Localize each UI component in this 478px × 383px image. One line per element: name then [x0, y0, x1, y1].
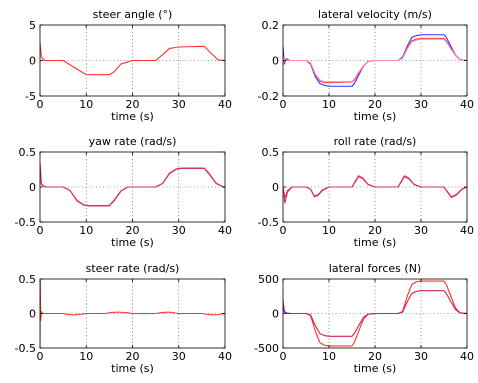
x-axis-label: time (s)	[111, 236, 154, 249]
y-tick-label: 0	[272, 55, 279, 68]
x-tick-label: 30	[414, 98, 428, 111]
y-tick-label: 5	[29, 19, 36, 32]
chart-title: yaw rate (rad/s)	[89, 135, 177, 148]
x-axis-label: time (s)	[111, 110, 154, 123]
x-tick-label: 30	[172, 350, 186, 363]
y-tick-label: -0.5	[258, 216, 279, 229]
x-tick-label: 0	[37, 350, 44, 363]
x-tick-label: 40	[460, 350, 474, 363]
x-axis-label: time (s)	[354, 362, 397, 375]
chart-title: lateral forces (N)	[329, 262, 421, 275]
y-tick-label: -0.5	[15, 216, 36, 229]
plot-area	[40, 162, 225, 207]
x-tick-label: 10	[322, 350, 336, 363]
y-tick-label: 0	[272, 308, 279, 321]
y-tick-label: -0.2	[258, 90, 279, 103]
x-tick-label: 30	[172, 224, 186, 237]
y-tick-label: 0	[29, 55, 36, 68]
y-tick-label: 0.2	[262, 19, 280, 32]
series-line-3	[283, 38, 467, 83]
y-tick-label: 0.5	[19, 273, 37, 286]
x-tick-label: 10	[322, 98, 336, 111]
y-tick-label: 0	[29, 308, 36, 321]
x-tick-label: 40	[218, 98, 232, 111]
x-tick-label: 20	[368, 224, 382, 237]
x-axis-label: time (s)	[111, 362, 154, 375]
series-line-2	[283, 290, 467, 337]
series-line-2	[40, 165, 225, 207]
x-tick-label: 0	[280, 350, 287, 363]
y-tick-label: 0	[272, 181, 279, 194]
chart-title: steer rate (rad/s)	[86, 262, 180, 275]
plot-area	[40, 42, 225, 76]
plot-area	[283, 280, 467, 347]
series-line-2	[283, 175, 467, 204]
y-tick-label: 0.5	[19, 146, 37, 159]
x-tick-label: 10	[79, 350, 93, 363]
x-tick-label: 0	[280, 224, 287, 237]
chart-title: lateral velocity (m/s)	[318, 8, 432, 21]
x-tick-label: 40	[218, 224, 232, 237]
x-tick-label: 0	[37, 224, 44, 237]
x-tick-label: 30	[414, 350, 428, 363]
x-tick-label: 30	[172, 98, 186, 111]
x-tick-label: 30	[414, 224, 428, 237]
x-tick-label: 0	[37, 98, 44, 111]
x-tick-label: 10	[79, 98, 93, 111]
plot-area	[283, 175, 467, 204]
x-tick-label: 20	[368, 350, 382, 363]
x-tick-label: 20	[126, 98, 140, 111]
y-tick-label: 500	[258, 273, 279, 286]
chart-title: steer angle (°)	[93, 8, 173, 21]
x-axis-label: time (s)	[354, 110, 397, 123]
x-tick-label: 20	[126, 350, 140, 363]
x-tick-label: 20	[368, 98, 382, 111]
x-tick-label: 40	[460, 98, 474, 111]
x-tick-label: 10	[79, 224, 93, 237]
y-tick-label: -500	[254, 342, 279, 355]
x-tick-label: 20	[126, 224, 140, 237]
x-tick-label: 40	[460, 224, 474, 237]
y-tick-label: -0.5	[15, 342, 36, 355]
x-tick-label: 10	[322, 224, 336, 237]
y-tick-label: 0	[29, 181, 36, 194]
chart-title: roll rate (rad/s)	[334, 135, 417, 148]
series-line-3	[283, 305, 293, 315]
plot-area	[283, 34, 467, 87]
y-tick-label: -5	[25, 90, 36, 103]
y-tick-label: 0.5	[262, 146, 280, 159]
x-tick-label: 40	[218, 350, 232, 363]
series-line-1	[40, 42, 225, 76]
x-tick-label: 0	[280, 98, 287, 111]
x-axis-label: time (s)	[354, 236, 397, 249]
